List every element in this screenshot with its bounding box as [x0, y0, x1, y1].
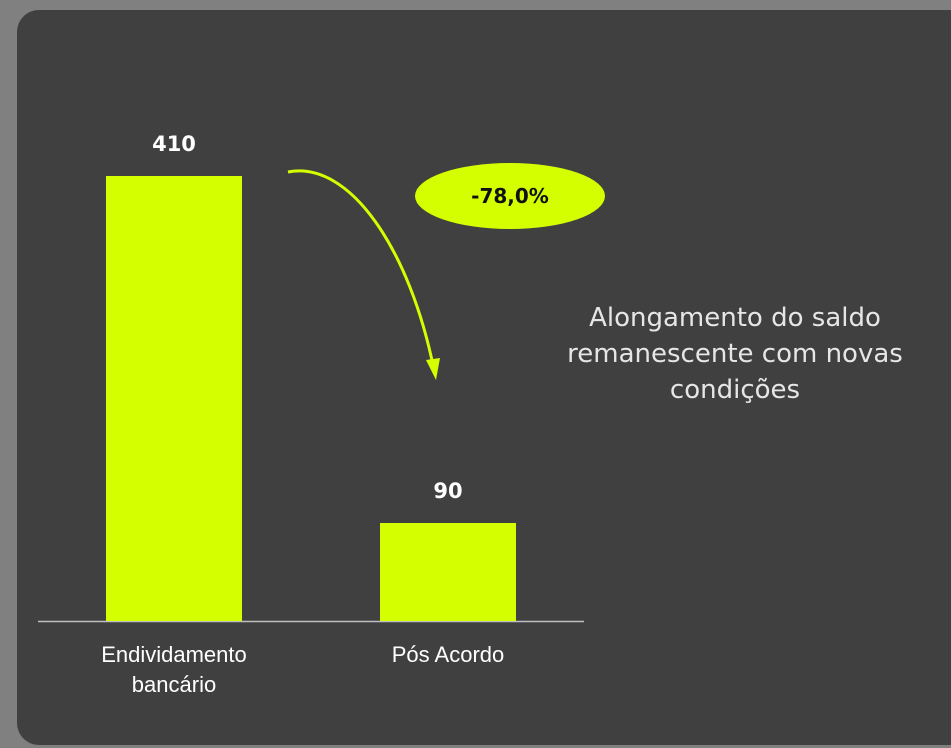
- arrow-head: [426, 358, 440, 380]
- x-tick-label: Endividamento bancário: [101, 642, 247, 697]
- bar: [380, 523, 516, 621]
- note: Alongamento do saldo remanescente com no…: [567, 303, 903, 405]
- value-label: 90: [433, 479, 463, 504]
- value-label: 410: [152, 132, 196, 156]
- arrow: [287, 169, 436, 371]
- change-badge: -78,0%: [415, 163, 605, 229]
- bar: [106, 176, 242, 621]
- x-tick-label: Pós Acordo: [391, 642, 505, 667]
